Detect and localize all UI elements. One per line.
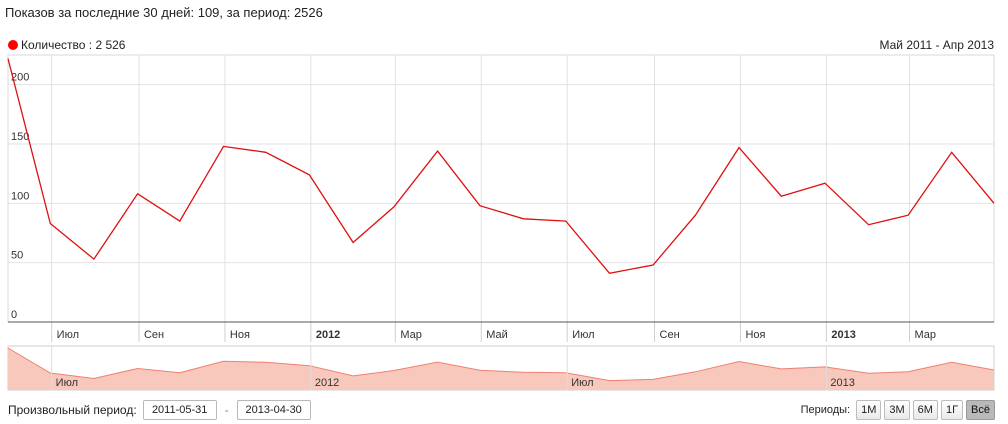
navigator-line: [7, 347, 995, 382]
period-button-all[interactable]: Всё: [966, 400, 995, 420]
y-tick-label: 100: [11, 190, 29, 202]
x-tick-label: Мар: [400, 329, 422, 341]
y-tick-label: 200: [11, 72, 29, 84]
navigator-label: 2013: [830, 377, 854, 389]
plot-frame: [7, 54, 995, 323]
x-tick-label: Июл: [572, 329, 594, 341]
y-tick-label: 0: [11, 309, 17, 321]
series-line: [7, 58, 995, 275]
page-headline: Показов за последние 30 дней: 109, за пе…: [5, 5, 323, 20]
date-range-label: Май 2011 - Апр 2013: [879, 38, 994, 52]
legend-label: Количество : 2 526: [21, 38, 126, 52]
line-chart[interactable]: 0 50 100 150 200 Июл Сен Ноя 2012 Мар Май Июл Сен Ноя…: [0, 0, 1008, 398]
x-tick-label: Июл: [57, 329, 79, 341]
chart-footer: Произвольный период: - Периоды: 1М 3М 6М…: [0, 398, 1008, 424]
x-tick-label: Ноя: [230, 329, 250, 341]
custom-period-controls: Произвольный период: -: [8, 400, 311, 420]
x-tick-label: 2013: [831, 329, 855, 341]
navigator-area: [8, 348, 994, 390]
navigator-label: Июл: [56, 377, 78, 389]
period-button-1y[interactable]: 1Г: [940, 400, 964, 420]
date-to-input[interactable]: [236, 400, 311, 420]
period-button-1m[interactable]: 1М: [856, 400, 882, 420]
period-button-3m[interactable]: 3М: [884, 400, 910, 420]
x-tick-label: Ноя: [745, 329, 765, 341]
x-tick-label: Сен: [144, 329, 164, 341]
y-tick-label: 50: [11, 250, 23, 262]
legend-marker-icon: [8, 40, 18, 50]
navigator-label: Июл: [571, 377, 593, 389]
x-tick-label: 2012: [316, 329, 340, 341]
date-separator: -: [224, 403, 229, 417]
date-from-input[interactable]: [142, 400, 217, 420]
custom-period-label: Произвольный период:: [8, 403, 137, 417]
x-tick-label: Мар: [914, 329, 936, 341]
x-tick-label: Сен: [660, 329, 680, 341]
period-button-6m[interactable]: 6М: [912, 400, 938, 420]
period-selector: Периоды: 1М 3М 6М 1Г Всё: [801, 400, 995, 420]
x-tick-label: Май: [486, 329, 508, 341]
y-tick-label: 150: [11, 131, 29, 143]
chart-legend[interactable]: Количество : 2 526: [8, 38, 125, 52]
navigator-label: 2012: [315, 377, 339, 389]
periods-label: Периоды:: [800, 404, 851, 416]
